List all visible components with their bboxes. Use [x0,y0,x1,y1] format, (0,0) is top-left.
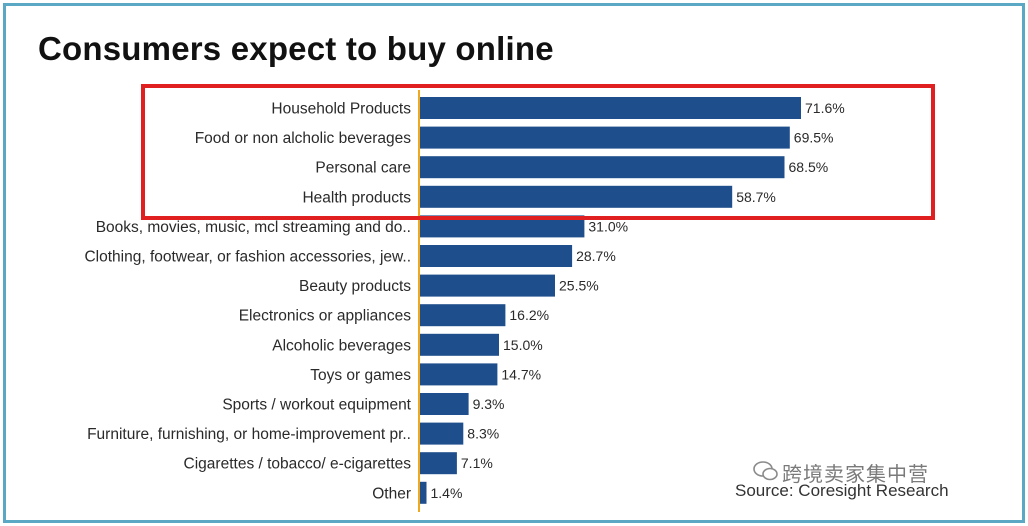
value-label: 9.3% [473,396,505,412]
bar [419,185,733,208]
bar [419,304,506,327]
category-label: Furniture, furnishing, or home-improveme… [87,426,411,443]
bar [419,215,585,238]
value-label: 31.0% [588,218,628,234]
bar [419,422,464,445]
bar [419,126,790,149]
value-label: 69.5% [794,130,834,146]
highlight-box [141,84,935,220]
category-label: Clothing, footwear, or fashion accessori… [84,249,411,266]
category-label: Cigarettes / tobacco/ e-cigarettes [184,456,412,473]
category-label: Toys or games [310,367,411,384]
category-label: Household Products [271,101,411,118]
bar [419,97,801,119]
category-label: Health products [302,189,411,206]
bar [419,245,573,267]
category-label: Food or non alcholic beverages [195,130,412,147]
category-label: Electronics or appliances [239,308,412,325]
value-label: 25.5% [559,278,599,294]
source-note: Source: Coresight Research [735,481,949,500]
value-label: 8.3% [467,426,499,442]
bar [419,481,427,504]
bar [419,274,555,297]
value-label: 16.2% [509,307,549,323]
bar [419,452,457,475]
chart-title: Consumers expect to buy online [38,30,554,67]
value-label: 71.6% [805,100,845,116]
wechat-icon [753,461,778,481]
bar [419,363,498,386]
value-label: 1.4% [431,485,463,501]
category-label: Sports / workout equipment [222,397,411,414]
value-label: 7.1% [461,455,493,471]
category-label: Other [372,485,411,502]
bar [419,393,469,415]
category-label: Personal care [315,160,411,177]
bar [419,156,785,179]
category-label: Alcoholic beverages [272,337,411,354]
value-label: 28.7% [576,248,616,264]
value-label: 68.5% [789,159,829,175]
category-label: Beauty products [299,278,411,295]
value-label: 58.7% [736,189,776,205]
bar [419,333,499,356]
category-label: Books, movies, music, mcl streaming and … [96,219,411,236]
value-label: 15.0% [503,337,543,353]
watermark: 跨境卖家集中营 [782,464,929,486]
value-label: 14.7% [501,366,541,382]
